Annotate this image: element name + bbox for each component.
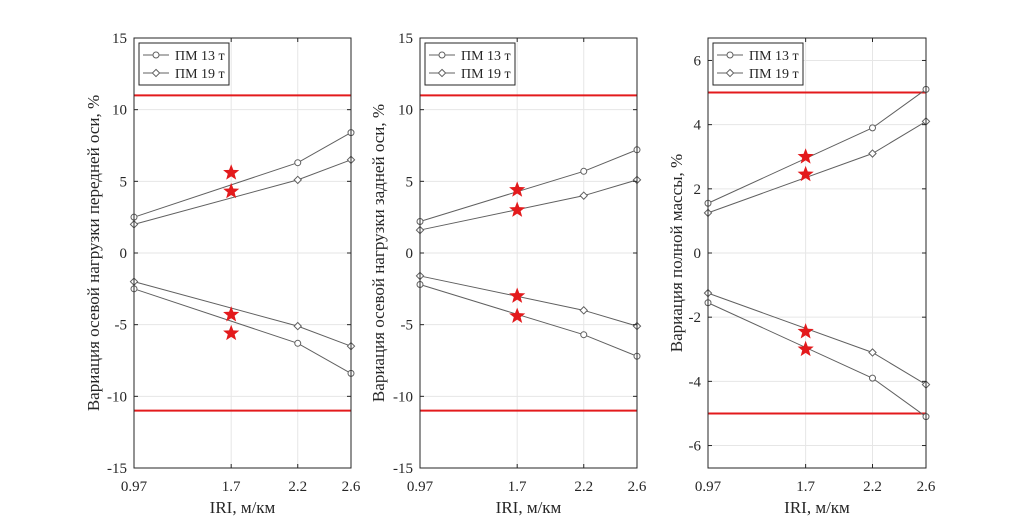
data-point-circle <box>294 159 302 167</box>
x-axis-label: IRI, м/км <box>784 498 850 517</box>
series-line-1-upper <box>133 132 352 218</box>
y-axis-label: Вариация осевой нагрузки задней оси, % <box>369 104 388 402</box>
data-point-circle <box>580 331 588 339</box>
x-tick-label: 2.2 <box>288 479 307 495</box>
star-marker <box>797 148 814 164</box>
series-line-2-upper <box>133 159 352 225</box>
x-tick-label: 1.7 <box>508 479 527 495</box>
legend-marker-diamond <box>725 68 735 78</box>
legend-label: ПМ 13 т <box>461 49 511 64</box>
series-line-1-upper <box>707 88 927 204</box>
data-point-diamond <box>868 348 877 357</box>
chart-rear-axle-load: 0.97 1.7 2.2 2.6 -15 -10 -5 0 5 10 15 IRI, м/км Вари… <box>369 31 647 517</box>
series-line-2-upper <box>707 121 927 214</box>
series-line-1-upper <box>419 149 638 222</box>
star-marker <box>797 165 814 182</box>
star-marker <box>223 306 240 322</box>
star-marker <box>509 287 526 303</box>
x-tick-label: 1.7 <box>796 479 815 495</box>
y-tick-label: 4 <box>694 118 702 134</box>
series-line-2-lower <box>419 275 638 327</box>
x-tick-label: 0.97 <box>695 479 722 495</box>
legend-marker-circle <box>438 51 446 59</box>
y-axis-label: Вариация полной массы, % <box>667 154 686 352</box>
x-tick-label: 2.6 <box>917 479 936 495</box>
y-tick-label: 10 <box>112 103 127 119</box>
data-point-diamond <box>293 321 303 331</box>
y-tick-label: -10 <box>107 389 127 405</box>
y-tick-label: 10 <box>398 103 413 119</box>
series-line-1-lower <box>133 288 352 374</box>
legend-box <box>712 42 804 86</box>
series-line-2-lower <box>707 292 927 385</box>
x-tick-label: 2.2 <box>574 479 593 495</box>
star-marker <box>509 201 526 217</box>
x-axis-label: IRI, м/км <box>210 498 276 517</box>
star-marker <box>223 182 240 199</box>
legend-label: ПМ 19 т <box>175 67 225 82</box>
y-tick-label: -15 <box>393 461 413 477</box>
y-tick-label: 2 <box>694 182 702 198</box>
legend-label: ПМ 19 т <box>749 67 799 82</box>
chart-gross-mass: 0.97 1.7 2.2 2.6 -6 -4 -2 0 2 4 6 IRI, м/км Вариация… <box>667 37 936 517</box>
y-tick-label: 0 <box>120 246 128 262</box>
data-point-circle <box>869 374 877 382</box>
legend-box <box>138 42 230 86</box>
legend-marker-circle <box>152 51 160 59</box>
y-tick-label: -5 <box>401 318 414 334</box>
star-marker <box>509 307 526 323</box>
legend-marker-circle <box>726 51 734 59</box>
x-tick-label: 1.7 <box>222 479 241 495</box>
y-tick-label: 5 <box>406 174 414 190</box>
y-tick-label: 6 <box>694 53 702 69</box>
y-tick-label: -2 <box>689 310 702 326</box>
x-tick-label: 0.97 <box>407 479 434 495</box>
series-line-2-lower <box>133 281 352 347</box>
series-line-1-lower <box>419 284 638 357</box>
data-point-diamond <box>579 306 589 315</box>
x-tick-label: 2.6 <box>628 479 647 495</box>
x-axis-label: IRI, м/км <box>496 498 562 517</box>
y-tick-label: -10 <box>393 389 413 405</box>
data-point-diamond <box>868 149 877 158</box>
y-tick-label: 0 <box>406 246 414 262</box>
legend: ПМ 13 т ПМ 19 т <box>424 42 516 86</box>
y-tick-label: 15 <box>112 31 127 47</box>
legend-label: ПМ 13 т <box>749 49 799 64</box>
legend-label: ПМ 13 т <box>175 49 225 64</box>
y-tick-label: -4 <box>689 374 702 390</box>
star-marker <box>797 323 814 339</box>
chart-front-axle-load: 0.97 1.7 2.2 2.6 -15 -10 -5 0 5 10 15 IRI, м/км Вари… <box>84 31 361 517</box>
y-tick-label: 15 <box>398 31 413 47</box>
star-marker <box>223 324 240 341</box>
star-marker <box>509 181 526 197</box>
y-tick-label: -15 <box>107 461 127 477</box>
legend: ПМ 13 т ПМ 19 т <box>138 42 230 86</box>
data-point-diamond <box>293 175 303 185</box>
x-tick-label: 2.6 <box>342 479 361 495</box>
data-point-circle <box>294 339 302 347</box>
star-marker <box>797 340 814 357</box>
y-tick-label: 5 <box>120 174 128 190</box>
legend-marker-diamond <box>437 68 447 78</box>
y-axis-label: Вариация осевой нагрузки передней оси, % <box>84 95 103 411</box>
y-tick-label: -6 <box>689 439 702 455</box>
data-point-circle <box>580 167 588 175</box>
legend-label: ПМ 19 т <box>461 67 511 82</box>
x-tick-label: 0.97 <box>121 479 148 495</box>
legend-box <box>424 42 516 86</box>
star-marker <box>223 164 240 180</box>
legend-marker-diamond <box>151 68 161 78</box>
data-point-circle <box>869 124 877 132</box>
data-point-diamond <box>579 191 589 200</box>
x-tick-label: 2.2 <box>863 479 882 495</box>
legend: ПМ 13 т ПМ 19 т <box>712 42 804 86</box>
series-line-2-upper <box>419 179 638 231</box>
y-tick-label: 0 <box>694 246 702 262</box>
y-tick-label: -5 <box>115 318 128 334</box>
series-line-1-lower <box>707 302 927 418</box>
